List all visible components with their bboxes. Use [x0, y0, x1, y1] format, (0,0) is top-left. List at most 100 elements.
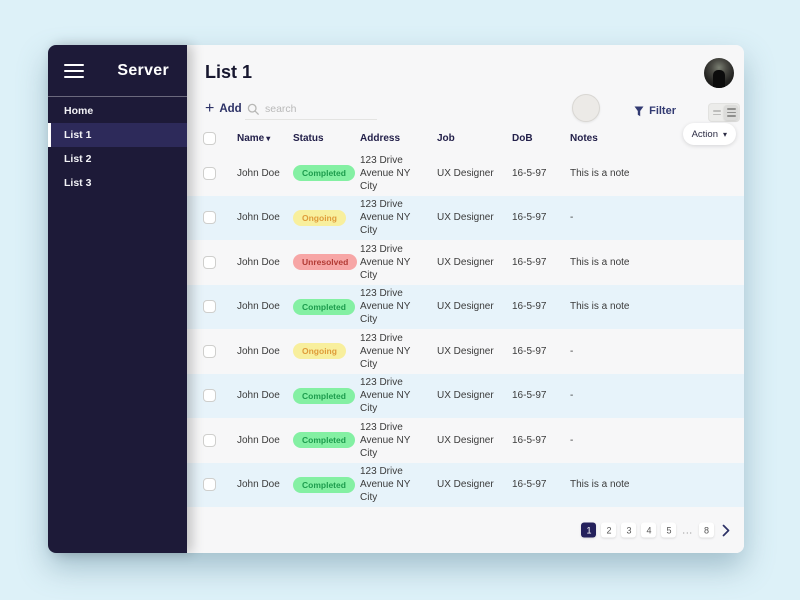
page-button-2[interactable]: 2: [601, 522, 617, 538]
status-badge: Completed: [293, 432, 355, 449]
table-row[interactable]: John Doe Completed 123 Drive Avenue NY C…: [187, 151, 744, 196]
row-checkbox[interactable]: [203, 166, 216, 180]
status-badge: Completed: [293, 387, 355, 404]
cell-job: UX Designer: [437, 167, 494, 179]
action-dropdown[interactable]: Action ▾: [682, 123, 736, 145]
cell-dob: 16-5-97: [512, 256, 547, 268]
sidebar-item-home[interactable]: Home: [64, 105, 94, 117]
page-title: List 1: [205, 62, 253, 82]
cell-notes: This is a note: [570, 301, 630, 313]
cell-name: John Doe: [237, 301, 280, 313]
cell-name: John Doe: [237, 345, 280, 357]
next-page-icon: [722, 524, 730, 536]
sidebar-item-list-1[interactable]: List 1: [48, 123, 187, 147]
cell-name: John Doe: [237, 212, 280, 224]
cell-address: 123 Drive Avenue NY City: [360, 421, 411, 459]
column-header-address[interactable]: Address: [360, 132, 401, 144]
cell-address: 123 Drive Avenue NY City: [360, 377, 411, 415]
cell-name: John Doe: [237, 479, 280, 491]
row-checkbox[interactable]: [203, 255, 216, 269]
cell-job: UX Designer: [437, 345, 494, 357]
hamburger-icon[interactable]: [64, 63, 84, 78]
column-header-notes[interactable]: Notes: [570, 132, 598, 144]
sidebar-item-list-2[interactable]: List 2: [64, 153, 92, 165]
cell-dob: 16-5-97: [512, 390, 547, 402]
column-header-status[interactable]: Status: [293, 132, 324, 144]
view-toggle[interactable]: [708, 103, 740, 122]
row-checkbox[interactable]: [203, 211, 216, 225]
row-checkbox[interactable]: [203, 433, 216, 447]
grid-view-icon[interactable]: [710, 105, 724, 120]
pagination-ellipsis: ...: [682, 525, 693, 535]
cell-notes: This is a note: [570, 256, 630, 268]
column-header-name[interactable]: Name ▾: [237, 132, 271, 144]
cell-dob: 16-5-97: [512, 434, 547, 446]
cell-name: John Doe: [237, 256, 280, 268]
status-badge: Ongoing: [293, 343, 346, 360]
table-row[interactable]: John Doe Completed 123 Drive Avenue NY C…: [187, 373, 744, 418]
chevron-down-icon: ▾: [722, 129, 727, 139]
filter-button-label: Filter: [649, 105, 676, 117]
table-footer: 1 2 3 4 5... 8: [187, 507, 744, 553]
circle-indicator[interactable]: [572, 94, 600, 122]
page-button-4[interactable]: 4: [641, 522, 657, 538]
pagination: 1 2 3 4 5... 8: [581, 522, 730, 538]
page-button-8[interactable]: 8: [699, 522, 714, 538]
sidebar-item-list-3[interactable]: List 3: [64, 177, 92, 189]
cell-notes: This is a note: [570, 479, 630, 491]
table-row[interactable]: John Doe Ongoing 123 Drive Avenue NY Cit…: [187, 195, 744, 240]
add-button[interactable]: + Add: [205, 100, 242, 117]
cell-address: 123 Drive Avenue NY City: [360, 332, 411, 370]
cell-job: UX Designer: [437, 301, 494, 313]
cell-address: 123 Drive Avenue NY City: [360, 288, 411, 326]
row-checkbox[interactable]: [203, 300, 216, 314]
sort-arrow-icon: ▾: [266, 133, 271, 143]
plus-icon: +: [205, 100, 215, 117]
cell-address: 123 Drive Avenue NY City: [360, 154, 411, 192]
select-all-checkbox[interactable]: [203, 131, 216, 145]
avatar[interactable]: [704, 58, 734, 88]
row-checkbox[interactable]: [203, 344, 216, 358]
column-header-job[interactable]: Job: [437, 132, 455, 144]
table-row[interactable]: John Doe Completed 123 Drive Avenue NY C…: [187, 284, 744, 329]
cell-dob: 16-5-97: [512, 345, 547, 357]
table-row[interactable]: John Doe Completed 123 Drive Avenue NY C…: [187, 418, 744, 463]
sidebar-nav: Home List 1 List 2 List 3: [48, 99, 187, 195]
page-button-3[interactable]: 3: [621, 522, 637, 538]
status-badge: Unresolved: [293, 254, 358, 271]
filter-button[interactable]: Filter: [634, 105, 676, 117]
table-row[interactable]: John Doe Unresolved 123 Drive Avenue NY …: [187, 240, 744, 285]
page-button-5[interactable]: 5: [661, 522, 677, 538]
table-row[interactable]: John Doe Completed 123 Drive Avenue NY C…: [187, 462, 744, 507]
search-input[interactable]: [245, 100, 377, 120]
cell-address: 123 Drive Avenue NY City: [360, 466, 411, 504]
sidebar: Server Home List 1 List 2 List 3: [48, 45, 187, 553]
table-body: John Doe Completed 123 Drive Avenue NY C…: [187, 151, 744, 507]
cell-job: UX Designer: [437, 434, 494, 446]
cell-name: John Doe: [237, 167, 280, 179]
app-title: Server: [117, 61, 169, 79]
column-header-dob[interactable]: DoB: [512, 132, 533, 144]
status-badge: Completed: [293, 298, 355, 315]
status-badge: Completed: [293, 476, 355, 493]
cell-job: UX Designer: [437, 390, 494, 402]
cell-job: UX Designer: [437, 256, 494, 268]
cell-name: John Doe: [237, 434, 280, 446]
cell-notes: -: [570, 345, 574, 357]
table-row[interactable]: John Doe Ongoing 123 Drive Avenue NY Cit…: [187, 329, 744, 374]
search-box: [245, 99, 377, 120]
cell-address: 123 Drive Avenue NY City: [360, 243, 411, 281]
page-button-1[interactable]: 1: [581, 522, 597, 538]
cell-job: UX Designer: [437, 479, 494, 491]
row-checkbox[interactable]: [203, 478, 216, 492]
list-view-icon[interactable]: [724, 105, 738, 120]
status-badge: Ongoing: [293, 209, 346, 226]
row-checkbox[interactable]: [203, 389, 216, 403]
sidebar-header: Server: [48, 45, 187, 97]
cell-name: John Doe: [237, 390, 280, 402]
next-page-button[interactable]: [722, 524, 730, 536]
cell-notes: This is a note: [570, 167, 630, 179]
cell-dob: 16-5-97: [512, 479, 547, 491]
add-button-label: Add: [219, 103, 242, 115]
cell-dob: 16-5-97: [512, 212, 547, 224]
